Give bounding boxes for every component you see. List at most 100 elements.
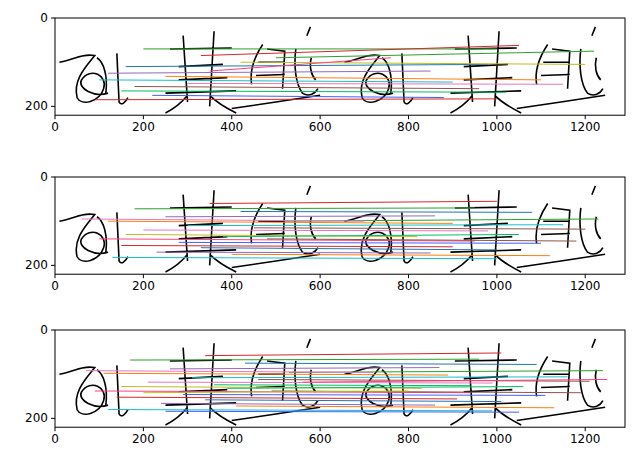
signature-stroke (536, 339, 603, 407)
match-line (227, 387, 523, 389)
match-line (130, 359, 479, 361)
x-tick (55, 115, 56, 119)
x-tick-label: 600 (309, 279, 332, 293)
signature-stroke (450, 31, 521, 113)
x-tick-label: 200 (132, 279, 155, 293)
match-line (232, 254, 550, 255)
panel: 0200400600800100012000200 (25, 323, 625, 446)
y-tick-label: 200 (25, 258, 48, 272)
match-line (143, 48, 496, 49)
x-tick (143, 427, 144, 431)
x-tick-label: 400 (220, 432, 243, 446)
x-tick (585, 115, 586, 119)
x-tick (231, 115, 232, 119)
x-tick-label: 800 (397, 279, 420, 293)
y-tick (51, 265, 55, 266)
y-tick (51, 177, 55, 178)
signature-stroke (450, 343, 521, 425)
match-line (99, 80, 452, 82)
y-tick (51, 106, 55, 107)
x-tick (55, 274, 56, 278)
x-tick (143, 115, 144, 119)
match-line (241, 62, 586, 64)
axes-frame (55, 177, 625, 274)
match-line (223, 234, 519, 236)
match-line (135, 207, 475, 209)
match-line (121, 91, 505, 92)
match-line (165, 76, 541, 80)
match-line (302, 379, 607, 382)
y-tick (51, 18, 55, 19)
figure: 0200400600800100012000200020040060080010… (0, 0, 632, 476)
match-line (112, 257, 496, 258)
panel: 0200400600800100012000200 (25, 170, 625, 293)
x-tick (320, 427, 321, 431)
match-line (241, 211, 533, 213)
match-line (214, 384, 470, 386)
x-tick (496, 427, 497, 431)
signature-stroke (536, 186, 603, 254)
match-line (201, 248, 497, 250)
match-line (143, 391, 408, 393)
match-line (86, 371, 373, 373)
match-line (143, 230, 488, 232)
x-tick-label: 0 (51, 279, 59, 293)
image-background (55, 177, 625, 274)
match-line (205, 400, 501, 402)
image-background (55, 18, 625, 115)
y-tick (51, 418, 55, 419)
x-tick (496, 115, 497, 119)
match-line (179, 242, 541, 244)
signature-stroke (517, 95, 605, 108)
x-tick (320, 115, 321, 119)
signature-stroke (232, 254, 320, 267)
x-tick-label: 1000 (482, 120, 513, 134)
match-line (126, 64, 488, 66)
x-tick (231, 274, 232, 278)
x-tick (231, 427, 232, 431)
x-tick-label: 200 (132, 120, 155, 134)
y-tick (51, 330, 55, 331)
signature-stroke (232, 407, 320, 420)
x-tick-label: 0 (51, 120, 59, 134)
plot-content (59, 27, 605, 113)
match-line (117, 397, 457, 399)
x-tick-label: 600 (309, 120, 332, 134)
plot-content (59, 186, 605, 272)
signature-stroke (232, 95, 320, 108)
x-tick-label: 1000 (482, 279, 513, 293)
y-tick-label: 200 (25, 99, 48, 113)
y-tick-label: 0 (40, 170, 48, 184)
x-tick (320, 274, 321, 278)
match-line (245, 363, 537, 364)
x-tick-label: 0 (51, 432, 59, 446)
x-tick (585, 427, 586, 431)
x-tick-label: 800 (397, 432, 420, 446)
y-tick-label: 0 (40, 323, 48, 337)
match-line (135, 86, 480, 88)
image-background (55, 330, 625, 427)
match-line (165, 411, 518, 413)
x-tick-label: 200 (132, 432, 155, 446)
x-tick-label: 400 (220, 279, 243, 293)
match-line (95, 98, 497, 100)
match-line (121, 245, 452, 246)
match-line (104, 373, 449, 375)
signature-stroke (97, 53, 128, 103)
x-tick-label: 400 (220, 120, 243, 134)
x-tick-label: 1200 (570, 432, 601, 446)
signature (59, 186, 320, 272)
match-line (236, 406, 554, 408)
match-line (210, 201, 497, 203)
plot-content (59, 339, 607, 425)
panel: 0200400600800100012000200 (25, 11, 625, 134)
x-tick (496, 274, 497, 278)
match-line (205, 353, 501, 356)
x-tick (585, 274, 586, 278)
x-tick-label: 800 (397, 120, 420, 134)
match-line (254, 228, 585, 229)
axes-frame (55, 18, 625, 115)
x-tick (143, 274, 144, 278)
signature-stroke (517, 254, 605, 267)
signature-stroke (165, 190, 236, 272)
